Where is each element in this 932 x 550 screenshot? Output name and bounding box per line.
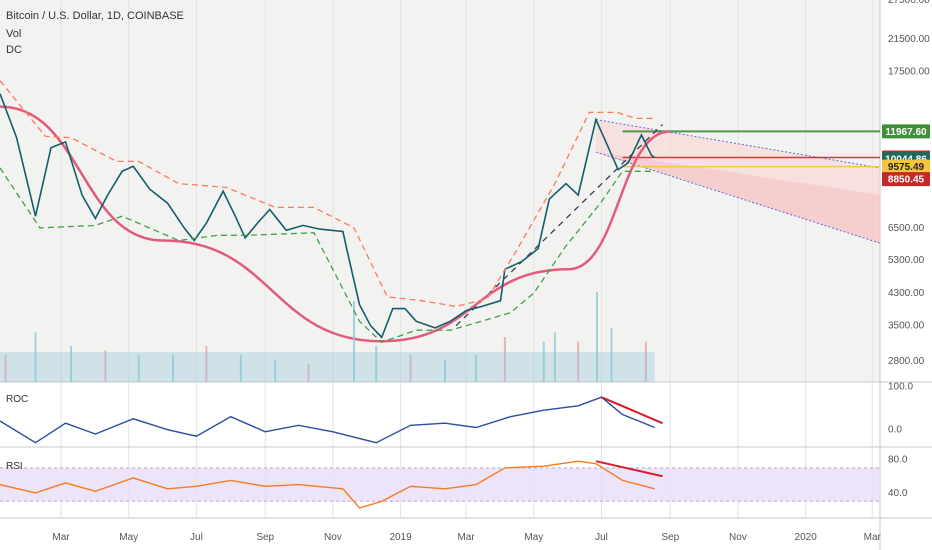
price-axis-tick-label: 6500.00 — [888, 223, 925, 234]
price-axis-tick-label: 5300.00 — [888, 255, 925, 266]
roc-divergence-line — [601, 396, 663, 425]
price-tag-label: 9575.49 — [888, 162, 925, 173]
time-axis-tick-label: Jul — [190, 532, 203, 543]
dc-legend[interactable]: DC — [6, 44, 22, 56]
price-annotations — [0, 105, 881, 343]
time-axis-tick-label: Mar — [457, 532, 475, 543]
volume-bar — [307, 364, 310, 382]
roc-axis-tick-label: 0.0 — [888, 425, 902, 436]
price-tag-box[interactable] — [882, 159, 930, 174]
volume-bar — [475, 355, 478, 382]
rsi-axis-tick-label: 40.0 — [888, 488, 908, 499]
volume-bar — [274, 359, 277, 382]
time-axis-tick-label: Nov — [324, 532, 342, 543]
rsi-divergence-line — [595, 460, 663, 478]
volume-bar — [70, 346, 73, 382]
volume-bars — [0, 292, 655, 382]
time-axis-tick-label: Jul — [595, 532, 608, 543]
price-axis-tick-label: 27500.00 — [888, 0, 930, 6]
cup-curve — [0, 105, 671, 343]
channel-edge-line — [595, 119, 881, 169]
volume-bar — [610, 328, 613, 382]
price-series-donchian_lower — [0, 167, 655, 344]
price-tag-box[interactable] — [882, 172, 930, 187]
price-axis-tick-label: 21500.00 — [888, 34, 930, 45]
volume-bar — [34, 332, 37, 382]
price-axis-tick-label: 3500.00 — [888, 321, 925, 332]
volume-bar — [409, 355, 412, 382]
volume-bar — [352, 301, 355, 382]
time-axis-tick-label: Sep — [256, 532, 274, 543]
rsi-axis-tick-label: 80.0 — [888, 455, 908, 466]
volume-bar — [239, 355, 242, 382]
volume-bar — [577, 341, 580, 382]
time-axis-tick-label: 2019 — [389, 532, 412, 543]
symbol-legend[interactable]: Bitcoin / U.S. Dollar, 1D, COINBASE — [6, 10, 184, 22]
rsi-label[interactable]: RSI — [6, 461, 23, 472]
volume-bar — [553, 332, 556, 382]
volume-bar — [137, 355, 140, 382]
volume-bar — [644, 341, 647, 382]
roc-label[interactable]: ROC — [6, 394, 29, 405]
time-axis-tick-label: May — [119, 532, 138, 543]
price-series-donchian_upper — [0, 80, 655, 308]
price-axis-tick-label: 17500.00 — [888, 66, 930, 77]
volume-bar — [172, 355, 175, 382]
axes: 2800.00 3500.00 4300.00 5300.00 6500.00 17500… — [52, 0, 930, 543]
time-axis-tick-label: Nov — [729, 532, 747, 543]
time-axis-tick-label: Mar — [52, 532, 70, 543]
volume-bar — [205, 346, 208, 382]
rsi-pane — [0, 460, 880, 509]
volume-bar — [503, 337, 506, 382]
volume-bar — [596, 292, 599, 382]
time-axis-tick-label: 2020 — [795, 532, 818, 543]
roc-pane — [0, 396, 663, 444]
volume-bar — [375, 346, 378, 382]
price-axis-tick-label: 2800.00 — [888, 356, 925, 367]
volume-bar — [4, 355, 7, 382]
time-axis-tick-label: May — [524, 532, 543, 543]
volume-bar — [443, 359, 446, 382]
volume-area — [0, 352, 655, 382]
price-lines — [0, 80, 656, 344]
price-tag-label: 8850.45 — [888, 175, 925, 186]
volume-bar — [104, 350, 107, 382]
time-axis-tick-label: Sep — [661, 532, 679, 543]
price-series-close — [0, 93, 656, 339]
volume-bar — [542, 341, 545, 382]
vol-legend[interactable]: Vol — [6, 28, 22, 40]
rsi-line — [0, 460, 655, 509]
roc-line — [0, 396, 655, 444]
time-axis-tick-label: Mar — [864, 532, 882, 543]
price-tag-box[interactable] — [882, 124, 930, 139]
price-axis-tick-label: 4300.00 — [888, 288, 925, 299]
price-tag-label: 11967.60 — [885, 127, 927, 138]
dashed-trendline — [455, 124, 663, 327]
roc-axis-tick-label: 100.0 — [888, 381, 913, 392]
rsi-band — [0, 467, 880, 502]
